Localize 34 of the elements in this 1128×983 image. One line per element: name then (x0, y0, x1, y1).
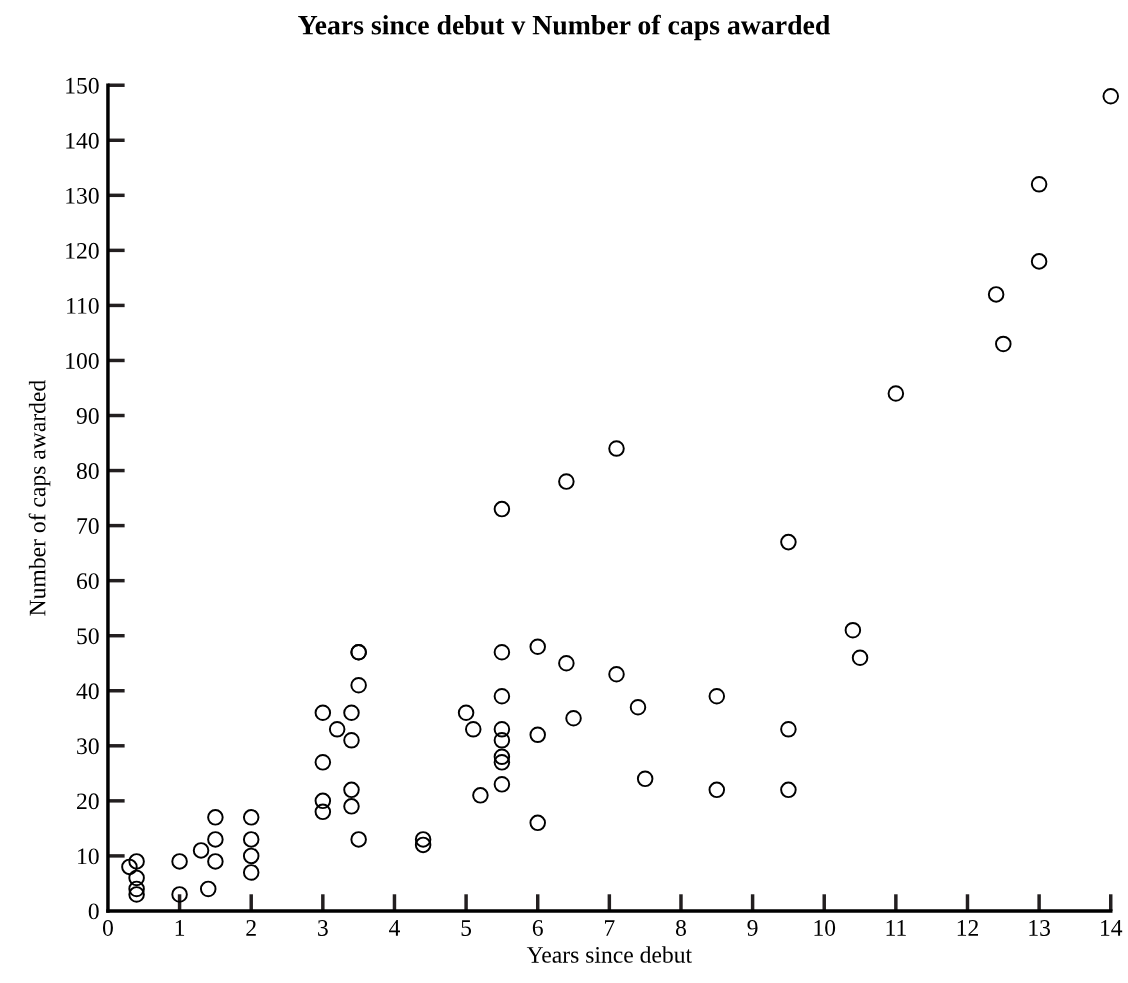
y-tick-label: 140 (66, 132, 99, 149)
y-tick-label: 20 (77, 793, 99, 810)
x-tick-label: 10 (814, 919, 836, 936)
y-tick-label: 10 (78, 848, 99, 865)
x-tick-label: 7 (605, 920, 615, 936)
y-tick-label: 30 (77, 738, 99, 755)
x-tick-label: 1 (175, 920, 185, 936)
y-tick-label: 100 (66, 352, 99, 369)
x-tick-label: 0 (102, 919, 113, 936)
y-tick-label: 80 (76, 463, 99, 479)
y-tick-label: 130 (66, 187, 99, 204)
y-tick-label: 40 (76, 683, 99, 700)
y-tick-label: 90 (76, 408, 99, 424)
y-tick-label: 120 (66, 242, 99, 259)
chart-title: Years since debut v Number of caps awarded (298, 14, 831, 41)
y-tick-label: 0 (88, 903, 99, 920)
x-tick-label: 5 (461, 920, 472, 936)
x-tick-label: 3 (318, 920, 328, 936)
x-tick-label: 8 (675, 919, 686, 936)
x-tick-label: 6 (532, 920, 543, 936)
x-tick-label: 2 (246, 920, 256, 936)
x-tick-label: 11 (886, 920, 906, 936)
x-tick-label: 13 (1029, 920, 1050, 936)
y-tick-label: 60 (77, 573, 99, 590)
x-axis-title: Years since debut (526, 946, 692, 963)
x-tick-label: 14 (1101, 920, 1123, 936)
y-tick-label: 110 (67, 297, 99, 314)
x-tick-label: 12 (957, 920, 978, 936)
y-tick-label: 70 (77, 518, 99, 535)
y-axis-title: Number of caps awarded (28, 380, 51, 616)
x-tick-label: 4 (389, 920, 400, 936)
y-tick-label: 150 (66, 77, 99, 94)
x-tick-label: 9 (747, 920, 758, 936)
y-tick-label: 50 (77, 628, 99, 645)
